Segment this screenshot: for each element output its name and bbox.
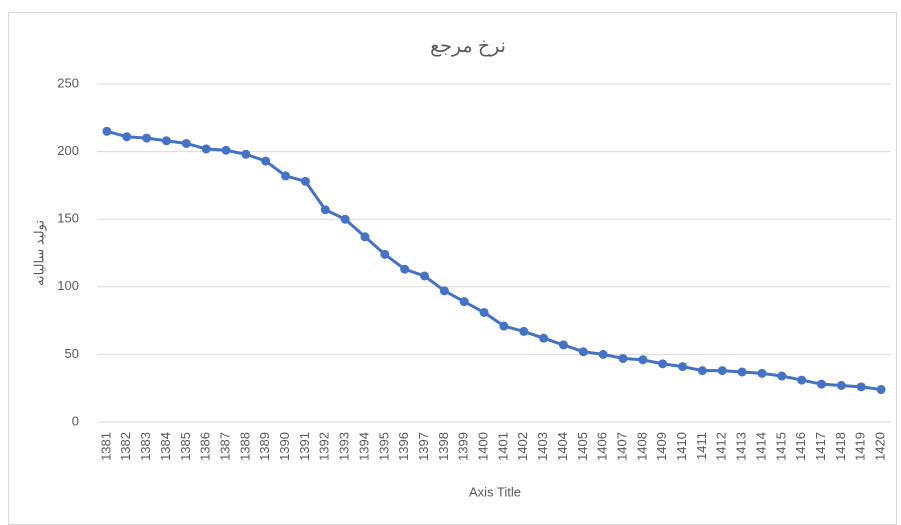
x-tick-label: 1412 xyxy=(714,432,729,461)
data-point xyxy=(320,205,330,215)
data-point xyxy=(400,264,410,274)
x-tick-label: 1407 xyxy=(614,432,629,461)
data-point xyxy=(876,385,886,395)
x-tick-label: 1401 xyxy=(495,432,510,461)
data-point xyxy=(539,333,549,343)
data-point xyxy=(797,375,807,385)
x-tick-label: 1390 xyxy=(277,432,292,461)
x-tick-label: 1394 xyxy=(356,432,371,461)
y-axis-title: تولید سالیانه xyxy=(31,220,47,286)
x-tick-label: 1396 xyxy=(396,432,411,461)
x-tick-label: 1400 xyxy=(476,432,491,461)
data-point xyxy=(578,347,588,357)
y-tick-label: 50 xyxy=(65,346,79,361)
data-point xyxy=(241,149,251,159)
x-tick-label: 1392 xyxy=(317,432,332,461)
data-point xyxy=(678,362,688,372)
data-point xyxy=(757,368,767,378)
x-tick-label: 1391 xyxy=(297,432,312,461)
x-tick-label: 1405 xyxy=(575,432,590,461)
x-tick-label: 1417 xyxy=(813,432,828,461)
data-point xyxy=(697,366,707,376)
x-tick-label: 1416 xyxy=(793,432,808,461)
y-tick-label: 200 xyxy=(57,143,79,158)
data-point xyxy=(340,214,350,224)
chart-title: نرخ مرجع xyxy=(430,36,506,57)
x-tick-label: 1384 xyxy=(158,432,173,461)
y-tick-label: 250 xyxy=(57,75,79,90)
data-point xyxy=(439,286,449,296)
data-point xyxy=(836,380,846,390)
x-tick-label: 1414 xyxy=(753,432,768,461)
data-point xyxy=(737,367,747,377)
data-point xyxy=(479,307,489,317)
x-tick-label: 1388 xyxy=(237,432,252,461)
x-tick-label: 1385 xyxy=(178,432,193,461)
data-point xyxy=(300,176,310,186)
x-tick-label: 1395 xyxy=(376,432,391,461)
x-tick-label: 1410 xyxy=(674,432,689,461)
data-point xyxy=(519,326,529,336)
data-point xyxy=(201,144,211,154)
data-point xyxy=(817,379,827,389)
data-point xyxy=(658,359,668,369)
data-point xyxy=(122,132,132,142)
data-point xyxy=(142,133,152,143)
data-point xyxy=(380,249,390,259)
data-point xyxy=(777,371,787,381)
data-point xyxy=(161,136,171,146)
x-tick-label: 1411 xyxy=(694,432,709,460)
data-point xyxy=(638,355,648,365)
x-tick-label: 1415 xyxy=(773,432,788,461)
x-tick-label: 1398 xyxy=(436,432,451,461)
data-point xyxy=(102,126,112,136)
data-point xyxy=(459,297,469,307)
x-tick-label: 1389 xyxy=(257,432,272,461)
chart-frame xyxy=(8,12,897,525)
x-tick-label: 1397 xyxy=(416,432,431,461)
x-tick-label: 1387 xyxy=(217,432,232,461)
x-tick-label: 1409 xyxy=(654,432,669,461)
y-tick-label: 150 xyxy=(57,211,79,226)
x-tick-label: 1393 xyxy=(337,432,352,461)
x-tick-label: 1419 xyxy=(853,432,868,461)
x-tick-label: 1383 xyxy=(138,432,153,461)
data-point xyxy=(717,366,727,376)
x-tick-label: 1382 xyxy=(118,432,133,461)
x-tick-label: 1403 xyxy=(535,432,550,461)
data-line xyxy=(106,129,882,392)
x-tick-label: 1413 xyxy=(734,432,749,461)
x-tick-label: 1406 xyxy=(595,432,610,461)
x-tick-label: 1402 xyxy=(515,432,530,461)
y-tick-label: 0 xyxy=(72,413,79,428)
data-point xyxy=(261,156,271,166)
x-axis-title: Axis Title xyxy=(469,484,521,499)
x-tick-label: 1418 xyxy=(833,432,848,461)
data-point xyxy=(598,349,608,359)
x-tick-label: 1399 xyxy=(456,432,471,461)
data-point xyxy=(360,232,370,242)
data-point xyxy=(499,321,509,331)
data-point xyxy=(221,145,231,155)
data-point xyxy=(420,271,430,281)
y-tick-label: 100 xyxy=(57,278,79,293)
data-point xyxy=(618,353,628,363)
data-point xyxy=(281,171,291,181)
x-tick-label: 1404 xyxy=(555,432,570,461)
x-tick-label: 1386 xyxy=(198,432,213,461)
x-tick-label: 1381 xyxy=(98,432,113,461)
data-point xyxy=(558,340,568,350)
data-point xyxy=(856,382,866,392)
x-tick-label: 1420 xyxy=(873,432,888,461)
x-tick-label: 1408 xyxy=(634,432,649,461)
data-point xyxy=(181,138,191,148)
